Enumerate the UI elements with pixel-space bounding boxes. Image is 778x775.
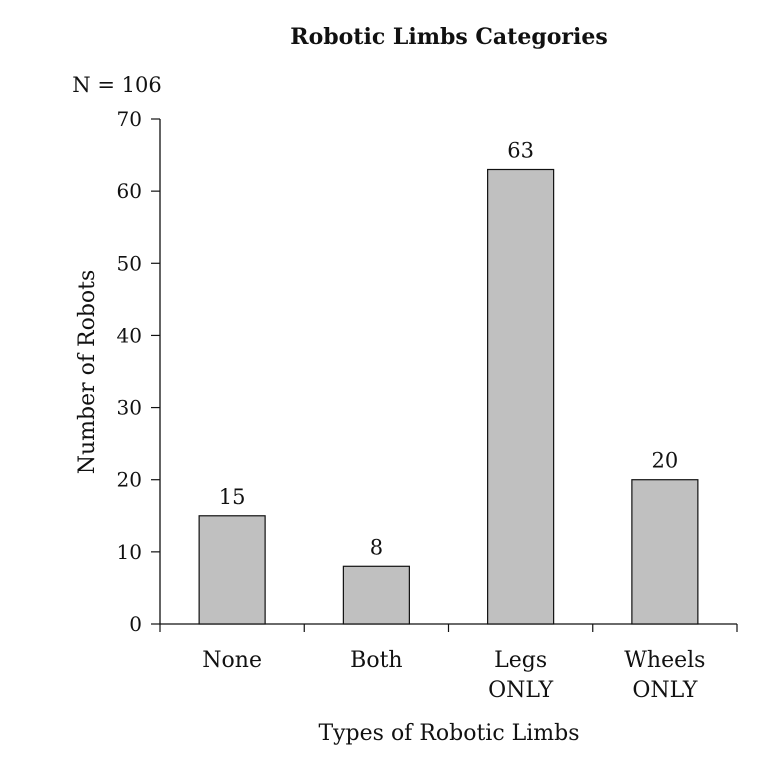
bar-value-label: 8: [370, 535, 383, 559]
category-label: None: [202, 648, 262, 673]
x-axis: [159, 623, 738, 632]
y-tick-label: 40: [117, 323, 142, 347]
category-label: Both: [350, 648, 402, 673]
bar: [487, 168, 555, 625]
x-axis-title: Types of Robotic Limbs: [318, 721, 579, 746]
bar: [198, 515, 266, 625]
y-tick-label: 10: [117, 540, 142, 564]
category-label: ONLY: [632, 678, 697, 703]
bars: [198, 168, 699, 625]
sample-size-label: N = 106: [72, 73, 161, 97]
category-labels: None Both Legs ONLY Wheels ONLY: [202, 648, 705, 703]
y-tick-label: 0: [129, 612, 142, 636]
y-tick-label: 50: [117, 251, 142, 275]
chart-title: Robotic Limbs Categories: [290, 24, 607, 50]
y-tick-label: 60: [117, 179, 142, 203]
bar: [631, 479, 699, 625]
bar-value-label: 15: [219, 485, 246, 509]
bar: [342, 565, 410, 625]
data-labels: 15 8 63 20: [219, 139, 678, 560]
category-label: Legs: [494, 648, 547, 673]
bar-value-label: 63: [507, 139, 534, 163]
y-tick-label: 20: [117, 468, 142, 492]
y-axis: 0 10 20 30 40 50 60 70: [117, 107, 161, 636]
category-label: ONLY: [488, 678, 553, 703]
bar-value-label: 20: [652, 449, 679, 473]
y-axis-title: Number of Robots: [75, 270, 100, 475]
y-tick-label: 30: [117, 396, 142, 420]
y-tick-label: 70: [117, 107, 142, 131]
category-label: Wheels: [624, 648, 705, 673]
